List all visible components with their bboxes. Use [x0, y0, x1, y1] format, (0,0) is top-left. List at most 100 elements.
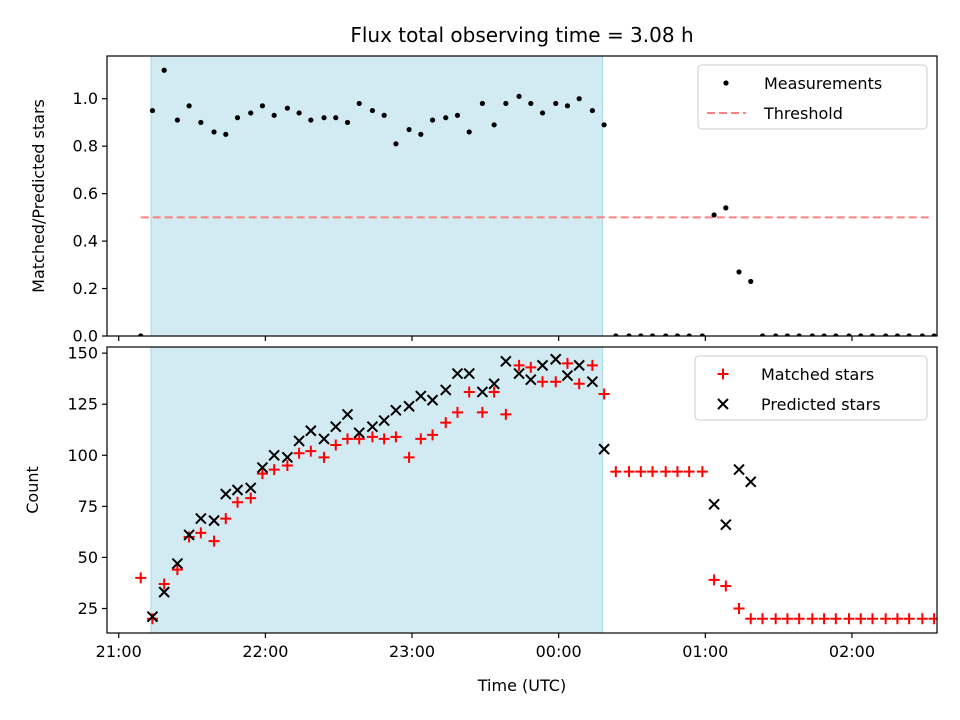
matched-star-point — [245, 492, 257, 504]
predicted-star-point — [195, 512, 207, 525]
measurement-point — [369, 107, 376, 114]
measurement-point — [344, 119, 351, 126]
predicted-star-point — [281, 451, 294, 464]
matched-star-point — [183, 531, 195, 543]
predicted-star-point — [586, 376, 599, 388]
measurement-point — [479, 100, 486, 107]
measurement-point — [503, 100, 509, 107]
series-predicted-stars — [146, 353, 757, 623]
x-tick-label: 21:00 — [96, 642, 142, 661]
y-axis-label: Matched/Predicted stars — [29, 99, 48, 293]
matched-star-point — [866, 613, 878, 625]
measurement-point — [321, 115, 327, 121]
x-axis-label: Time (UTC) — [477, 676, 566, 695]
measurement-point — [296, 110, 302, 116]
y-tick-label: 0.8 — [73, 137, 98, 156]
measurement-point — [931, 333, 937, 336]
axes-frame — [106, 346, 938, 634]
matched-star-point — [500, 408, 512, 420]
matched-star-point — [378, 433, 390, 445]
measurement-point — [308, 117, 314, 123]
matched-star-point — [135, 572, 147, 584]
predicted-star-point — [378, 414, 390, 427]
measurement-point — [699, 333, 705, 336]
plot-area — [138, 56, 937, 336]
measurement-point — [869, 333, 876, 336]
matched-star-point — [561, 357, 573, 369]
y-tick-label: 100 — [67, 446, 98, 465]
count-panel: 25 50 75 100 125 150 21:00 22:00 23:00 00:00 01:00… — [23, 344, 938, 695]
matched-star-point — [353, 433, 365, 445]
measurement-point — [613, 333, 619, 336]
measurement-point — [356, 100, 362, 107]
ratio-panel: 0.0 0.2 0.4 0.6 0.8 1.0 Matched/Predicted star… — [29, 55, 938, 346]
predicted-star-point — [256, 461, 269, 474]
matched-star-point — [268, 464, 280, 476]
measurement-point — [149, 107, 156, 114]
matched-star-point — [463, 386, 475, 398]
predicted-star-point — [550, 353, 562, 365]
matched-star-point — [341, 433, 353, 445]
measurement-point — [528, 100, 534, 107]
measurement-point — [381, 112, 387, 118]
predicted-star-point — [293, 435, 305, 447]
predicted-star-point — [231, 484, 244, 496]
predicted-star-point — [513, 367, 525, 380]
legend-label: Threshold — [763, 104, 843, 123]
series-measurements — [138, 67, 937, 336]
legend-label: Predicted stars — [761, 395, 881, 414]
matched-star-point — [440, 417, 452, 429]
matched-star-point — [818, 613, 830, 625]
legend-box — [694, 355, 928, 421]
matched-star-point — [635, 466, 647, 478]
predicted-star-point — [720, 519, 732, 531]
figure-title: Flux total observing time = 3.08 h — [350, 23, 693, 47]
matched-star-point — [660, 466, 672, 478]
predicted-star-point — [463, 367, 475, 380]
predicted-star-point — [476, 386, 489, 398]
matched-star-point — [843, 613, 855, 625]
matched-star-point — [171, 564, 183, 576]
matched-star-point — [770, 613, 782, 625]
plot-area — [135, 347, 937, 633]
matched-star-point — [708, 574, 720, 586]
matched-star-point — [573, 378, 585, 390]
matched-star-point — [855, 613, 867, 625]
matched-star-point — [390, 431, 402, 443]
measurement-point — [809, 333, 815, 336]
matched-star-point — [208, 535, 220, 547]
predicted-star-point — [598, 443, 610, 455]
predicted-star-point — [500, 355, 512, 368]
measurement-point — [174, 117, 180, 123]
matched-star-point — [232, 496, 244, 508]
predicted-star-point — [451, 367, 464, 380]
measurement-point — [454, 112, 461, 118]
measurement-point — [833, 333, 839, 336]
measurement-point — [259, 103, 266, 109]
measurement-point — [894, 333, 901, 336]
matched-star-point — [427, 429, 439, 441]
predicted-star-point — [366, 420, 379, 433]
axes-frame — [106, 55, 938, 337]
measurement-point — [406, 126, 412, 133]
x-tick-label: 23:00 — [389, 642, 435, 661]
measurement-point — [649, 333, 656, 336]
measurement-point — [186, 103, 192, 109]
predicted-star-point — [171, 557, 184, 570]
x-tick-label: 02:00 — [829, 642, 875, 661]
predicted-star-point — [341, 408, 354, 421]
matched-star-point — [916, 613, 928, 625]
predicted-star-point — [220, 488, 232, 500]
matched-star-point — [415, 433, 427, 445]
predicted-star-point — [525, 373, 537, 386]
x-tick-label: 22:00 — [242, 642, 288, 661]
matched-star-point — [146, 613, 158, 625]
predicted-star-point — [158, 586, 170, 598]
legend-measurement-marker — [723, 80, 729, 86]
matched-star-point — [220, 513, 232, 525]
measurement-point — [539, 110, 546, 116]
legend-label: Measurements — [764, 74, 882, 93]
measurement-point — [858, 333, 864, 336]
matched-star-point — [403, 451, 415, 463]
measurement-point — [466, 129, 472, 135]
